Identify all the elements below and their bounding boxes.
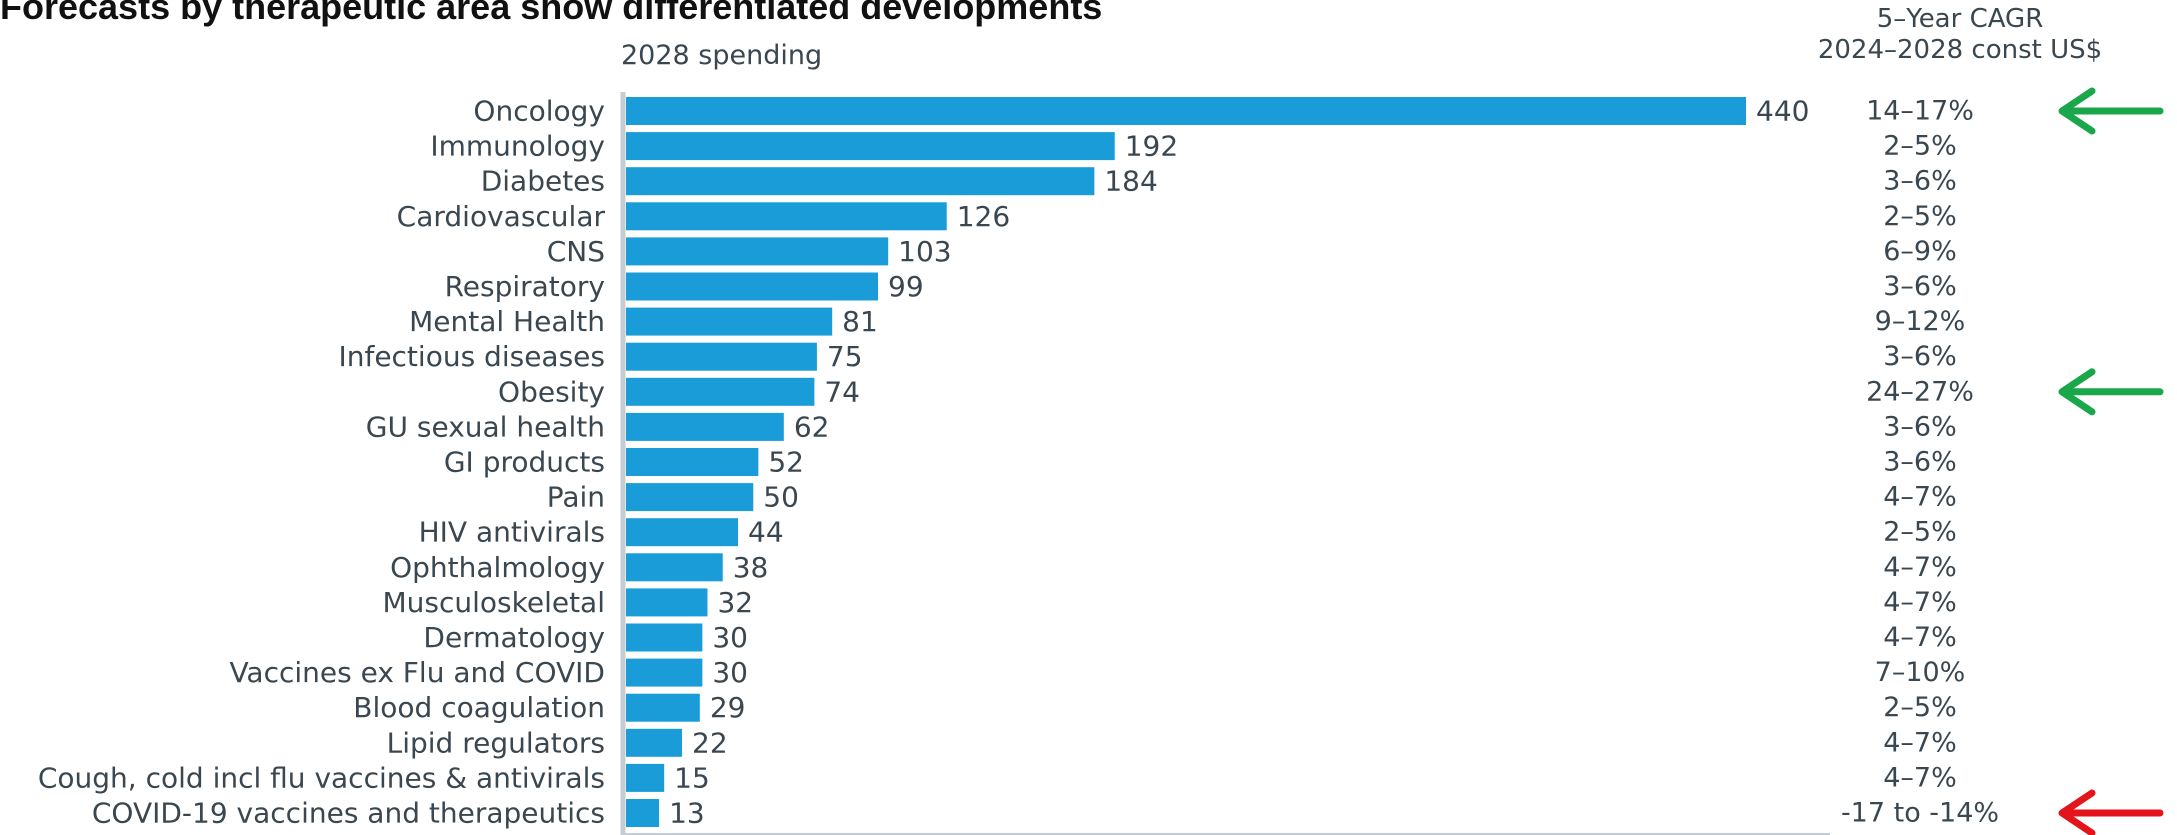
category-label: Pain [547,481,605,514]
bar [626,132,1115,161]
bar [626,97,1746,125]
data-label: 81 [842,305,878,338]
page-title: Forecasts by therapeutic area show diffe… [0,0,1103,27]
cagr-value: 3–6% [1883,411,1957,442]
bar [626,237,889,266]
category-label: Cardiovascular [397,200,606,233]
category-label: Infectious diseases [338,340,605,373]
category-label: Obesity [498,375,605,408]
cagr-value: 3–6% [1883,447,1957,478]
red-arrow-head [2058,789,2096,835]
data-label: 103 [898,235,951,268]
data-label: 52 [768,446,804,479]
bar [626,272,878,301]
cagr-value: 4–7% [1883,587,1957,618]
cagr-value: 4–7% [1883,622,1957,653]
data-label: 30 [712,656,748,689]
bar [626,202,947,231]
category-label: Vaccines ex Flu and COVID [229,656,605,689]
category-label: Ophthalmology [390,551,605,584]
bar [626,658,703,687]
cagr-value: 2–5% [1883,517,1957,548]
cagr-value: 3–6% [1883,166,1957,197]
data-label: 50 [763,481,799,514]
category-label: CNS [547,235,605,268]
bar [626,483,754,512]
category-label: Mental Health [409,305,605,338]
category-label: Blood coagulation [353,691,605,724]
cagr-header-line2: 2024–2028 const US$ [1817,35,2103,65]
category-label: Lipid regulators [387,726,605,759]
category-label: Dermatology [423,621,605,654]
cagr-value: 24–27% [1866,376,1974,407]
data-label: 22 [692,726,728,759]
category-label: Musculoskeletal [383,586,606,619]
data-label: 62 [794,410,830,443]
cagr-value: 7–10% [1875,657,1966,688]
data-label: 29 [710,691,746,724]
cagr-value: 6–9% [1883,236,1957,267]
bar [626,377,815,406]
cagr-value: 14–17% [1866,96,1974,127]
cagr-column-header: 5–Year CAGR 2024–2028 const US$ [1780,4,2140,66]
cagr-value: 4–7% [1883,482,1957,513]
bar [626,412,784,441]
category-label: Immunology [430,130,605,163]
green-arrow-head [2058,368,2096,416]
bar [626,307,833,336]
cagr-value: -17 to -14% [1841,798,1999,829]
cagr-value: 4–7% [1883,762,1957,793]
data-label: 440 [1756,95,1809,128]
data-label: 30 [712,621,748,654]
cagr-value: 2–5% [1883,131,1957,162]
category-label: GU sexual health [366,410,605,443]
bar [626,623,703,652]
cagr-value: 4–7% [1883,727,1957,758]
bar [626,693,700,722]
cagr-value: 2–5% [1883,201,1957,232]
bar [626,763,665,792]
category-label: Diabetes [481,165,605,198]
data-label: 192 [1125,130,1178,163]
data-label: 38 [733,551,769,584]
category-label: Cough, cold incl flu vaccines & antivira… [38,761,605,794]
cagr-value: 4–7% [1883,552,1957,583]
data-label: 99 [888,270,924,303]
bar [626,448,759,476]
bar [626,728,682,757]
data-label: 184 [1104,165,1157,198]
bar [626,588,708,617]
bar [626,799,660,827]
bar [626,167,1095,196]
data-label: 13 [669,797,705,830]
cagr-value: 2–5% [1883,692,1957,723]
cagr-value: 3–6% [1883,341,1957,372]
data-label: 44 [748,516,784,549]
cagr-value: 3–6% [1883,271,1957,302]
category-label: GI products [444,446,605,479]
category-label: Respiratory [445,270,605,303]
data-label: 75 [827,340,863,373]
data-label: 15 [674,761,710,794]
data-label: 74 [824,375,860,408]
data-label: 32 [717,586,753,619]
cagr-header-line1: 5–Year CAGR [1876,4,2044,34]
category-label: Oncology [473,95,605,128]
bar [626,518,738,547]
category-label: COVID-19 vaccines and therapeutics [92,797,605,830]
bar [626,553,723,582]
cagr-value: 9–12% [1875,306,1966,337]
green-arrow-head [2058,87,2096,135]
bar [626,342,817,371]
data-label: 126 [957,200,1010,233]
category-label: HIV antivirals [419,516,605,549]
spending-column-header: 2028 spending [621,40,823,71]
